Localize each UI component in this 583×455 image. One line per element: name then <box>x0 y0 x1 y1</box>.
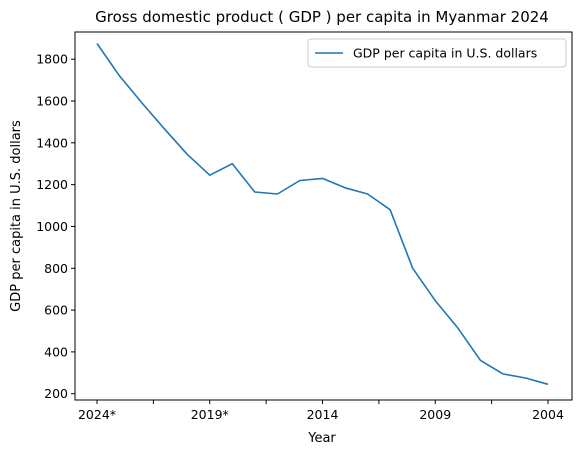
legend-label: GDP per capita in U.S. dollars <box>353 46 537 61</box>
x-axis: 2024* 2019* 2014 2009 2004 <box>78 400 564 422</box>
x-tick-label: 2004 <box>532 407 564 422</box>
plot-frame <box>74 31 573 401</box>
y-axis-title: GDP per capita in U.S. dollars <box>9 120 24 312</box>
series-line-0 <box>96 43 549 386</box>
y-tick-label: 400 <box>44 344 68 359</box>
plot-area <box>96 43 549 386</box>
x-tick-label: 2024* <box>78 407 116 422</box>
y-axis: 200 400 600 800 1000 1200 1400 1600 1800 <box>36 52 75 401</box>
y-tick-label: 1400 <box>36 135 68 150</box>
x-axis-title: Year <box>307 431 336 446</box>
y-tick-label: 200 <box>44 386 68 401</box>
y-tick-label: 1000 <box>36 219 68 234</box>
legend-box <box>307 38 567 68</box>
y-tick-label: 800 <box>44 261 68 276</box>
chart-title: Gross domestic product ( GDP ) per capit… <box>95 8 549 26</box>
x-tick-label: 2009 <box>419 407 451 422</box>
legend: GDP per capita in U.S. dollars <box>307 38 567 68</box>
y-tick-label: 1800 <box>36 52 68 67</box>
y-tick-label: 1200 <box>36 177 68 192</box>
x-tick-label: 2014 <box>307 407 339 422</box>
y-tick-label: 600 <box>44 303 68 318</box>
x-tick-label: 2019* <box>191 407 229 422</box>
y-tick-label: 1600 <box>36 94 68 109</box>
